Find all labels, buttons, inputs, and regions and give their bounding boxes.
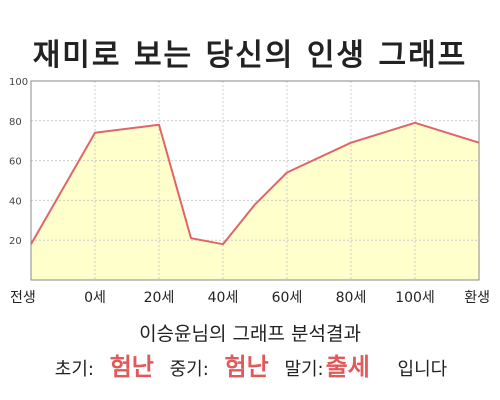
- mid-value: 험난: [224, 353, 269, 381]
- life-graph-chart: 20 40 60 80 100 전생 0세 20세 40세 60세 80세 100세 환생: [9, 77, 490, 306]
- y-tick-label: 60: [9, 157, 22, 168]
- x-tick-label: 40세: [208, 290, 239, 306]
- late-value: 출세: [325, 353, 370, 381]
- plot-frame: [30, 80, 480, 281]
- y-tick-label: 40: [9, 196, 22, 207]
- result-heading: 이승윤님의 그래프 분석결과: [139, 323, 361, 345]
- y-tick-label: 20: [9, 236, 22, 247]
- x-tick-label: 100세: [395, 290, 435, 306]
- x-tick-label: 0세: [84, 290, 106, 306]
- result-ending: 입니다: [397, 359, 448, 380]
- x-tick-label: 전생: [10, 290, 36, 306]
- early-value: 험난: [109, 353, 154, 381]
- y-tick-label: 100: [9, 77, 28, 88]
- late-label: 말기:: [284, 359, 324, 380]
- x-tick-label: 20세: [144, 290, 175, 306]
- y-tick-label: 80: [9, 117, 22, 128]
- x-tick-label: 80세: [336, 290, 367, 306]
- x-tick-label: 환생: [464, 290, 490, 306]
- series-line: [30, 121, 480, 246]
- mid-label: 중기:: [169, 359, 209, 380]
- x-tick-label: 60세: [272, 290, 303, 306]
- early-label: 초기:: [54, 359, 94, 380]
- chart-title: 재미로 보는 당신의 인생 그래프: [32, 38, 468, 73]
- result-summary: 초기: 험난 중기: 험난 말기:출세 입니다: [0, 347, 500, 382]
